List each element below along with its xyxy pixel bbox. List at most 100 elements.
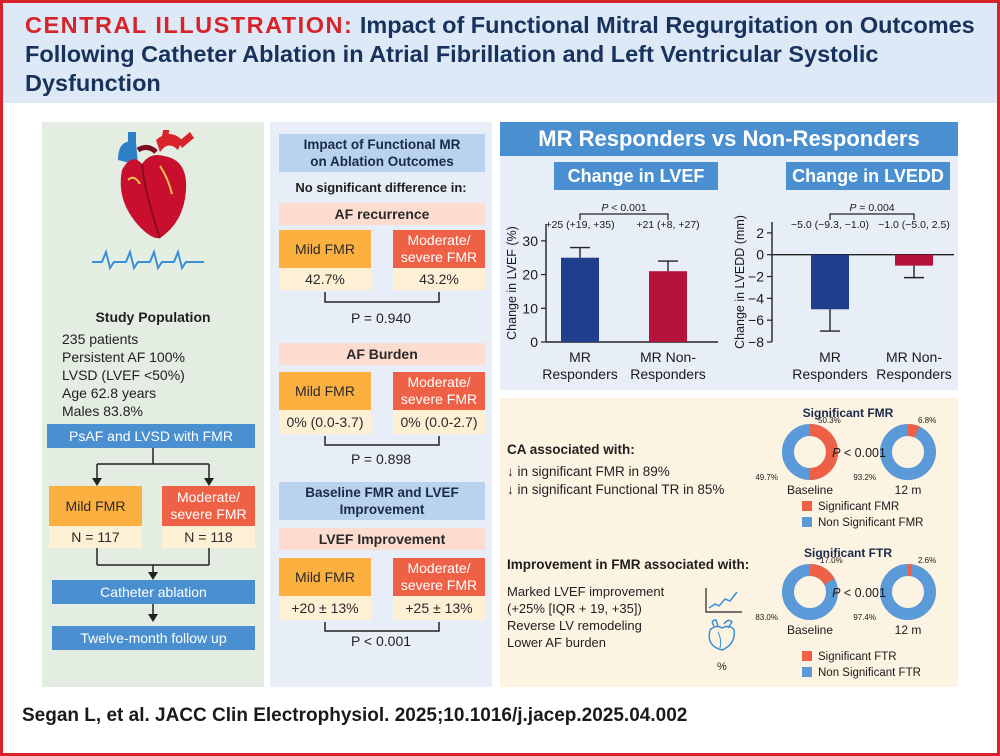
significance-bracket [829, 213, 915, 220]
catheter-ablation-bar: Catheter ablation [52, 580, 255, 604]
ftr-donut-chart: Significant FTR Baseline 17.0% 83.0% 12 m 2.6… [755, 546, 936, 679]
moderate-fmr-n: N = 118 [162, 526, 255, 548]
header: CENTRAL ILLUSTRATION: Impact of Function… [3, 3, 997, 103]
donut-title: Significant FMR [803, 406, 894, 420]
bar [895, 254, 933, 266]
improvement-line: (+25% [IQR + 19, +35]) [507, 601, 642, 616]
fmr-donut-chart: Significant FMR Baseline 50.3% 49.7% 12 m 6.8… [755, 406, 936, 529]
donut-label: Baseline [787, 483, 833, 497]
donut-p-value: P < 0.001 [832, 446, 886, 460]
burden-p-value: P = 0.898 [350, 451, 412, 467]
legend-label: Non Significant FMR [818, 517, 923, 529]
study-line: Persistent AF 100% [62, 349, 185, 365]
donut-label: 12 m [895, 483, 922, 497]
y-axis-label: Change in LVEDD (mm) [733, 215, 747, 349]
burden-moderate-fmr-box: Moderate/ severe FMR [393, 372, 485, 410]
significance-bracket [579, 213, 669, 220]
donut-non-significant [880, 564, 936, 620]
p-value-label: P = 0.004 [849, 202, 894, 214]
category-label: MR Non- [886, 349, 942, 365]
donut-title: Significant FTR [804, 546, 892, 560]
af-burden-bar: AF Burden [279, 343, 485, 365]
mr-responders-title: MR Responders vs Non-Responders [500, 122, 958, 156]
legend-label: Non Significant FTR [818, 667, 921, 679]
category-label: Responders [542, 366, 618, 382]
bar [561, 257, 599, 342]
donut-non-significant-label: 97.4% [853, 613, 876, 622]
burden-mild-fmr-box: Mild FMR [279, 372, 371, 410]
lvef-chart-title: Change in LVEF [554, 162, 718, 190]
mild-fmr-box: Mild FMR [49, 486, 142, 526]
legend-label: Significant FTR [818, 651, 897, 663]
imp-bracket [324, 622, 440, 632]
ca-title: CA associated with: [507, 442, 635, 457]
data-label: −1.0 (−5.0, 2.5) [878, 219, 950, 231]
bar [649, 271, 687, 342]
study-line: 235 patients [62, 331, 139, 347]
y-tick-label: −6 [748, 312, 764, 328]
recur-mild-fmr-box: Mild FMR [279, 230, 371, 268]
y-tick-label: −2 [748, 269, 764, 285]
y-tick-label: 0 [756, 247, 764, 263]
y-tick-label: 10 [522, 300, 538, 316]
recur-moderate-fmr-box: Moderate/ severe FMR [393, 230, 485, 268]
donut-p-value: P < 0.001 [832, 586, 886, 600]
imp-p-value: P < 0.001 [350, 633, 412, 649]
improvement-line: Reverse LV remodeling [507, 618, 642, 633]
data-label: +25 (+19, +35) [545, 219, 614, 231]
recur-mild-value: 42.7% [279, 268, 371, 290]
impact-heading: Impact of Functional MR on Ablation Outc… [279, 134, 485, 172]
citation-footer: Segan L, et al. JACC Clin Electrophysiol… [22, 705, 688, 726]
y-tick-label: −4 [748, 290, 764, 306]
y-tick-label: 20 [522, 267, 538, 283]
p-value-label: P < 0.001 [601, 202, 646, 214]
donut-significant-label: 17.0% [820, 556, 843, 565]
follow-up-bar: Twelve-month follow up [52, 626, 255, 650]
category-label: Responders [630, 366, 706, 382]
donut-non-significant-label: 49.7% [755, 473, 778, 482]
donut-significant-label: 2.6% [918, 556, 936, 565]
recur-bracket [324, 292, 440, 303]
study-population-title: Study Population [95, 309, 211, 325]
legend-swatch [802, 517, 812, 527]
central-illustration-label: CENTRAL ILLUSTRATION: [25, 12, 354, 38]
baseline-fmr-heading: Baseline FMR and LVEF Improvement [279, 482, 485, 520]
lvef-trend-icon [705, 588, 742, 613]
donut-significant-label: 6.8% [918, 416, 936, 425]
lvedd-chart-title: Change in LVEDD [786, 162, 950, 190]
improvement-line: Lower AF burden [507, 635, 607, 650]
af-recurrence-bar: AF recurrence [279, 203, 485, 225]
donut-significant [782, 564, 838, 620]
category-label: MR Non- [640, 349, 696, 365]
category-label: MR [819, 349, 841, 365]
donut-non-significant-label: 83.0% [755, 613, 778, 622]
y-axis-label: Change in LVEF (%) [505, 226, 519, 340]
study-line: LVSD (LVEF <50%) [62, 367, 185, 383]
bar [811, 254, 849, 310]
heart-icon [118, 130, 194, 239]
improvement-list: Marked LVEF improvement (+25% [IQR + 19,… [507, 583, 664, 651]
donut-label: 12 m [895, 623, 922, 637]
donut-significant-label: 50.3% [818, 416, 841, 425]
ecg-icon [92, 248, 204, 271]
figure-title: CENTRAL ILLUSTRATION: Impact of Function… [25, 11, 975, 98]
category-label: MR [569, 349, 591, 365]
improvement-line: Marked LVEF improvement [507, 584, 665, 599]
percent-symbol: % [717, 661, 727, 673]
ca-line-fmr: ↓ in significant FMR in 89% [507, 464, 670, 479]
burden-moderate-value: 0% (0.0-2.7) [393, 410, 485, 434]
no-sig-difference-text: No significant difference in: [295, 180, 467, 195]
recur-p-value: P = 0.940 [350, 310, 412, 326]
y-tick-label: −8 [748, 334, 764, 350]
data-label: +21 (+8, +27) [636, 219, 699, 231]
donut-significant [880, 424, 936, 480]
donut-non-significant-label: 93.2% [853, 473, 876, 482]
mild-fmr-n: N = 117 [49, 526, 142, 548]
y-tick-label: 0 [530, 334, 538, 350]
donut-significant [782, 424, 838, 480]
study-population-list: 235 patients Persistent AF 100% LVSD (LV… [62, 330, 252, 420]
recur-moderate-value: 43.2% [393, 268, 485, 290]
imp-mild-fmr-box: Mild FMR [279, 558, 371, 596]
